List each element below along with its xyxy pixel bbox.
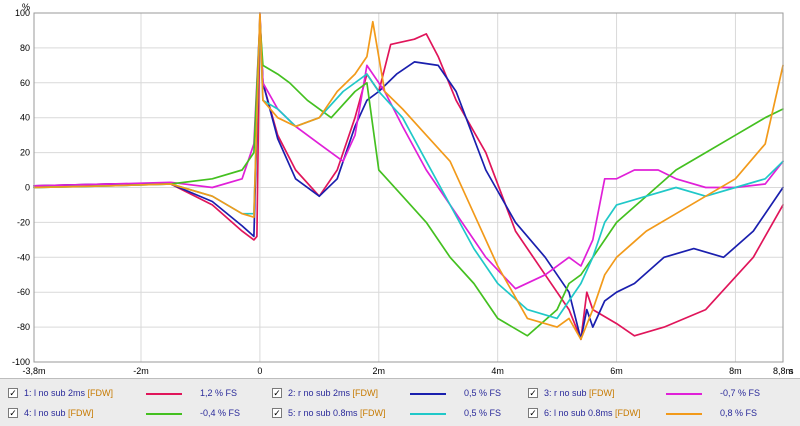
legend-series-value: 1,2 % FS bbox=[200, 388, 238, 398]
legend-series-name: 1: l no sub 2ms [FDW] bbox=[24, 388, 113, 398]
legend-series-tag: [FDW] bbox=[360, 408, 386, 418]
series-line-4 bbox=[33, 20, 784, 337]
y-tick-label: -40 bbox=[17, 252, 30, 262]
legend-series-tag: [FDW] bbox=[589, 388, 615, 398]
legend-series-index: 1: bbox=[24, 388, 35, 398]
legend-item-3[interactable]: ✓ 3: r no sub [FDW] -0,7 % FS bbox=[528, 387, 790, 401]
x-tick-label: -2m bbox=[133, 366, 149, 376]
legend-item-5[interactable]: ✓ 5: r no sub 0.8ms [FDW] 0,5 % FS bbox=[272, 407, 534, 421]
x-axis-unit-label: s bbox=[789, 366, 794, 376]
legend-series-value: 0,8 % FS bbox=[720, 408, 758, 418]
y-tick-label: -20 bbox=[17, 217, 30, 227]
legend-series-index: 5: bbox=[288, 408, 299, 418]
legend-checkbox[interactable]: ✓ bbox=[272, 408, 282, 418]
impulse-response-chart: % s 100 80 60 40 20 0 -20 -40 -60 -80 -100-3,8m -2m… bbox=[12, 2, 794, 376]
legend-series-tag: [FDW] bbox=[615, 408, 641, 418]
y-tick-label: 20 bbox=[20, 148, 30, 158]
legend-series-label: r no sub 0.8ms bbox=[298, 408, 361, 418]
series-line-6 bbox=[33, 12, 784, 341]
legend-series-label: l no sub bbox=[34, 408, 69, 418]
x-tick-label: 4m bbox=[491, 366, 504, 376]
legend-series-tag: [FDW] bbox=[352, 388, 379, 398]
legend-item-6[interactable]: ✓ 6: l no sub 0.8ms [FDW] 0,8 % FS bbox=[528, 407, 790, 421]
x-tick-label: 2m bbox=[373, 366, 386, 376]
x-tick-label: 0 bbox=[257, 366, 262, 376]
series-line-3 bbox=[33, 20, 784, 290]
legend-color-swatch bbox=[410, 393, 446, 395]
legend-color-swatch bbox=[410, 413, 446, 415]
legend-series-label: r no sub bbox=[554, 388, 590, 398]
legend-series-value: 0,5 % FS bbox=[464, 408, 502, 418]
legend-series-value: -0,7 % FS bbox=[720, 388, 761, 398]
legend-item-1[interactable]: ✓ 1: l no sub 2ms [FDW] 1,2 % FS bbox=[8, 387, 270, 401]
legend-checkbox[interactable]: ✓ bbox=[8, 408, 18, 418]
legend-color-swatch bbox=[146, 393, 182, 395]
legend-series-value: 0,5 % FS bbox=[464, 388, 502, 398]
y-axis-unit-label: % bbox=[22, 2, 30, 12]
legend-color-swatch bbox=[666, 413, 702, 415]
y-tick-label: -100 bbox=[12, 357, 30, 367]
legend-series-name: 4: l no sub [FDW] bbox=[24, 408, 94, 418]
x-tick-label: 8,8m bbox=[773, 366, 793, 376]
y-tick-label: 40 bbox=[20, 113, 30, 123]
series-line-1 bbox=[33, 12, 784, 341]
legend-series-label: l no sub 2ms bbox=[34, 388, 88, 398]
legend-series-name: 5: r no sub 0.8ms [FDW] bbox=[288, 408, 386, 418]
legend-checkbox[interactable]: ✓ bbox=[528, 408, 538, 418]
legend-series-name: 6: l no sub 0.8ms [FDW] bbox=[544, 408, 641, 418]
legend-checkbox[interactable]: ✓ bbox=[528, 388, 538, 398]
legend-color-swatch bbox=[666, 393, 702, 395]
legend-series-index: 3: bbox=[544, 388, 555, 398]
plot-frame bbox=[33, 12, 784, 363]
x-tick-label: -3,8m bbox=[22, 366, 45, 376]
legend-checkbox[interactable]: ✓ bbox=[272, 388, 282, 398]
y-tick-label: -80 bbox=[17, 322, 30, 332]
x-tick-label: 8m bbox=[729, 366, 742, 376]
series-line-2 bbox=[33, 15, 784, 341]
series-lines bbox=[33, 12, 784, 341]
y-tick-label: 100 bbox=[15, 8, 30, 18]
legend: ✓ 1: l no sub 2ms [FDW] 1,2 % FS ✓ 2: r no s… bbox=[0, 378, 800, 426]
legend-series-label: r no sub 2ms bbox=[298, 388, 353, 398]
legend-series-name: 3: r no sub [FDW] bbox=[544, 388, 615, 398]
legend-series-name: 2: r no sub 2ms [FDW] bbox=[288, 388, 378, 398]
y-tick-label: 80 bbox=[20, 43, 30, 53]
legend-series-value: -0,4 % FS bbox=[200, 408, 241, 418]
legend-item-4[interactable]: ✓ 4: l no sub [FDW] -0,4 % FS bbox=[8, 407, 270, 421]
axes: % s 100 80 60 40 20 0 -20 -40 -60 -80 -100-3,8m -2m… bbox=[12, 2, 794, 376]
legend-series-label: l no sub 0.8ms bbox=[554, 408, 616, 418]
x-tick-label: 6m bbox=[610, 366, 623, 376]
legend-checkbox[interactable]: ✓ bbox=[8, 388, 18, 398]
legend-series-tag: [FDW] bbox=[87, 388, 114, 398]
legend-color-swatch bbox=[146, 413, 182, 415]
y-tick-label: 60 bbox=[20, 78, 30, 88]
legend-series-index: 4: bbox=[24, 408, 35, 418]
y-tick-label: -60 bbox=[17, 287, 30, 297]
legend-series-index: 2: bbox=[288, 388, 299, 398]
legend-item-2[interactable]: ✓ 2: r no sub 2ms [FDW] 0,5 % FS bbox=[272, 387, 534, 401]
y-tick-label: 0 bbox=[25, 183, 30, 193]
legend-series-tag: [FDW] bbox=[68, 408, 94, 418]
legend-series-index: 6: bbox=[544, 408, 555, 418]
